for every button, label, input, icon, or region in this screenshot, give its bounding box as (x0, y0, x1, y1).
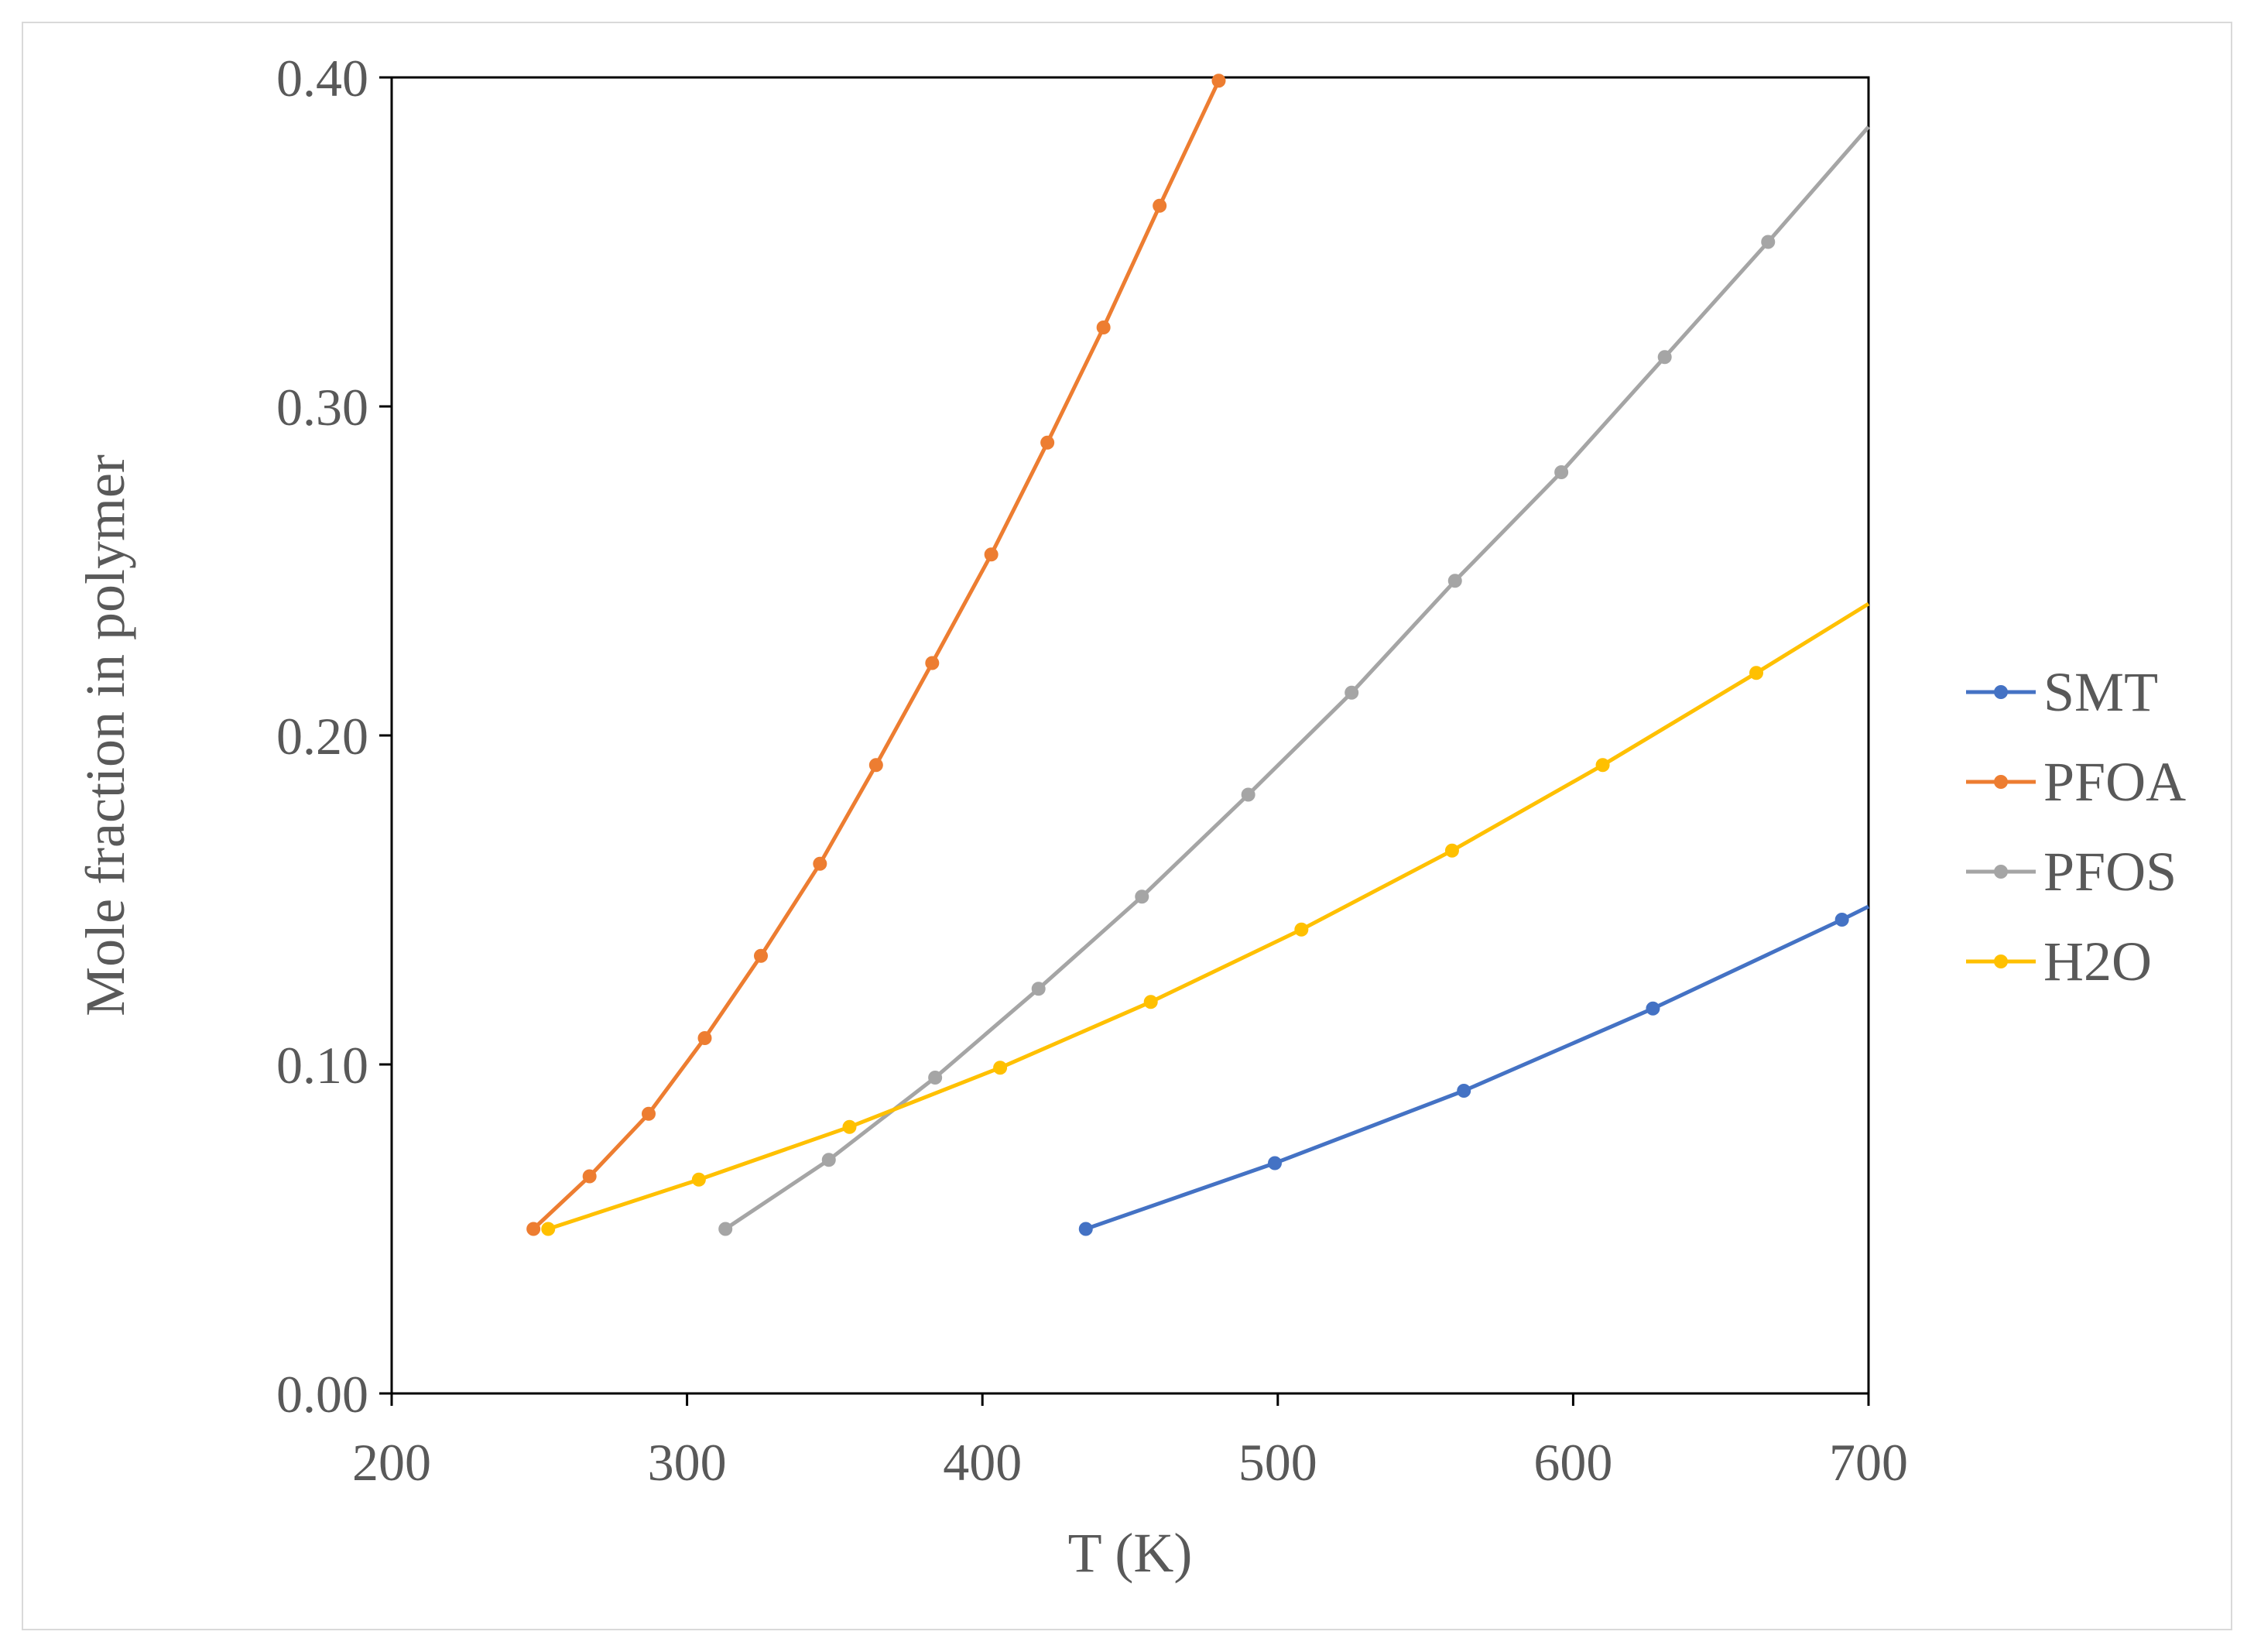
y-tick-label: 0.30 (276, 378, 368, 437)
data-point-smt (1646, 1001, 1660, 1016)
data-point-pfoa (1153, 198, 1167, 213)
legend-item-smt: SMT (1966, 661, 2158, 723)
data-point-pfos (718, 1222, 733, 1236)
data-point-h2o (1444, 843, 1459, 858)
series-line-h2o (547, 602, 1870, 1231)
data-point-h2o (1294, 922, 1309, 937)
series-smt (1078, 904, 1870, 1236)
data-point-smt (1457, 1084, 1471, 1098)
series-line-pfos (724, 125, 1870, 1231)
data-point-pfoa (1096, 320, 1111, 334)
data-point-pfos (821, 1153, 836, 1167)
data-point-smt (1078, 1222, 1093, 1236)
y-tick-label: 0.10 (276, 1036, 368, 1095)
legend-label: PFOA (2043, 751, 2186, 813)
data-point-pfoa (641, 1106, 656, 1121)
legend-swatch-marker (1994, 955, 2008, 968)
series-h2o (541, 602, 1870, 1236)
x-axis-title: T (K) (1068, 1522, 1193, 1584)
data-point-h2o (993, 1061, 1008, 1075)
data-point-pfoa (925, 656, 940, 670)
series-line-smt (1084, 904, 1870, 1231)
data-point-smt (1267, 1156, 1282, 1170)
x-tick-label: 400 (943, 1433, 1022, 1492)
legend: SMT PFOA PFOS H2O (1966, 661, 2186, 992)
data-point-pfos (1554, 465, 1569, 479)
axes (379, 76, 1870, 1406)
legend-item-pfos: PFOS (1966, 841, 2177, 903)
data-point-pfoa (813, 856, 827, 871)
x-tick-label: 600 (1533, 1433, 1612, 1492)
legend-swatch-marker (1994, 775, 2008, 789)
data-point-h2o (1749, 666, 1763, 680)
data-point-pfoa (868, 758, 883, 773)
series-pfos (718, 125, 1870, 1236)
data-point-pfoa (697, 1031, 712, 1045)
data-point-h2o (541, 1222, 556, 1236)
x-tick-label: 700 (1829, 1433, 1908, 1492)
x-tick-label: 500 (1238, 1433, 1317, 1492)
data-point-pfos (1241, 787, 1255, 802)
y-tick-label: 0.40 (276, 49, 368, 108)
data-point-pfoa (754, 948, 768, 963)
y-tick-label: 0.20 (276, 707, 368, 766)
series-group (526, 74, 1870, 1236)
data-point-h2o (1595, 758, 1610, 773)
legend-label: SMT (2043, 661, 2158, 723)
series-line-pfoa (532, 80, 1221, 1231)
legend-label: H2O (2043, 931, 2152, 992)
data-point-pfoa (582, 1169, 597, 1184)
legend-label: PFOS (2043, 841, 2177, 903)
data-point-pfoa (1211, 74, 1226, 88)
legend-swatch-marker (1994, 685, 2008, 699)
plot-area-border (390, 76, 1870, 1395)
data-point-pfos (1447, 574, 1462, 588)
data-point-pfos (928, 1071, 943, 1085)
x-tick-label: 200 (352, 1433, 431, 1492)
data-point-pfos (1135, 889, 1149, 904)
data-point-pfos (1657, 350, 1672, 365)
data-point-pfos (1345, 685, 1359, 700)
chart-frame (22, 22, 2232, 1630)
y-tick-label: 0.00 (276, 1365, 368, 1424)
data-point-pfoa (984, 547, 999, 562)
y-axis-title: Mole fraction in polymer (74, 454, 136, 1016)
data-point-h2o (1143, 995, 1158, 1009)
data-point-h2o (691, 1172, 706, 1187)
legend-item-pfoa: PFOA (1966, 751, 2186, 813)
data-point-h2o (842, 1119, 857, 1134)
x-tick-label: 300 (648, 1433, 727, 1492)
tick-labels: 200 300 400 500 600 700 0.00 0.10 0.20 0.30 0.40 (276, 49, 1908, 1492)
data-point-pfos (1031, 982, 1046, 996)
data-point-pfos (1761, 235, 1776, 249)
data-point-pfoa (526, 1222, 541, 1236)
legend-swatch-marker (1994, 865, 2008, 879)
series-pfoa (526, 74, 1226, 1236)
data-point-pfoa (1040, 435, 1055, 450)
data-point-smt (1834, 913, 1849, 927)
legend-item-h2o: H2O (1966, 931, 2152, 992)
